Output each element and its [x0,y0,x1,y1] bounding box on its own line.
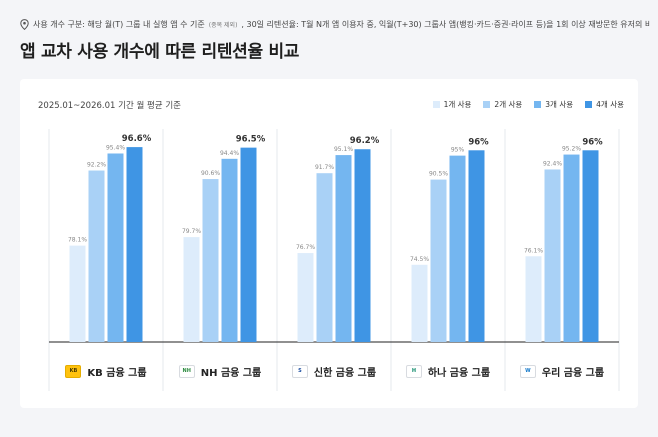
bar [525,256,542,342]
bar [430,179,447,342]
category-name: NH 금융 그룹 [200,367,262,379]
bar [297,253,314,342]
legend-label: 1개 사용 [443,100,472,109]
bar [202,179,219,342]
data-label: 79.7% [182,228,201,235]
data-label: 92.4% [543,160,562,167]
bar [126,147,143,342]
legend-label: 4개 사용 [596,100,624,109]
data-label: 74.5% [410,256,429,263]
bar [221,158,238,342]
data-label: 76.1% [524,247,543,254]
legend-swatch [432,101,440,108]
chart-card: 2025.01~2026.01 기간 월 평균 기준 1개 사용 2개 사용 3… [20,79,638,408]
note-main: 사용 개수 구분: 해당 월(T) 그룹 내 실행 앱 수 기준 [33,20,205,29]
bar [411,264,428,342]
bar [468,150,485,342]
category-label: W 우리 금융 그룹 [505,351,619,391]
category-name: 우리 금융 그룹 [541,367,605,379]
legend: 1개 사용 2개 사용 3개 사용 4개 사용 [432,99,624,110]
data-label: 95% [451,147,465,154]
data-label: 92.2% [87,162,106,169]
category-name: KB 금융 그룹 [87,367,147,379]
nh-logo-icon: NH [178,364,195,378]
legend-swatch [585,101,593,108]
data-label: 76.7% [296,244,315,251]
data-label: 96.2% [350,136,380,146]
data-label: 95.1% [334,146,353,153]
category-name: 하나 금융 그룹 [427,367,491,379]
bar [582,150,599,342]
bar [107,153,124,342]
bar [316,173,333,342]
legend-item: 3개 사용 [534,99,573,110]
data-label: 96.6% [122,134,152,144]
hana-logo-icon: H [405,364,422,378]
legend-item: 4개 사용 [585,99,624,110]
category-label: KB KB 금융 그룹 [49,351,163,391]
data-label: 96% [468,137,489,147]
note-rest: , 30일 리텐션율: T월 N개 앱 이용자 중, 익월(T+30) 그룹사 … [241,20,650,29]
legend-swatch [534,101,542,108]
bar [88,170,105,342]
data-label: 90.6% [201,170,220,177]
bar [544,169,561,342]
chart-note: 사용 개수 구분: 해당 월(T) 그룹 내 실행 앱 수 기준 (중복 제외)… [20,19,650,30]
data-label: 78.1% [68,237,87,244]
legend-label: 3개 사용 [545,100,574,109]
data-label: 91.7% [315,164,334,171]
category-label: H 하나 금융 그룹 [391,351,505,391]
data-label: 94.4% [220,150,239,157]
kb-logo-icon: KB [65,364,82,378]
woori-logo-icon: W [519,364,536,378]
page-title: 앱 교차 사용 개수에 따른 리텐션율 비교 [20,42,300,62]
category-label: NH NH 금융 그룹 [163,351,277,391]
category-name: 신한 금융 그룹 [313,367,377,379]
bar-chart: 78.1% 92.2% 95.4%96.6% 79.7% 90.6% 94.4% 96.5%… [48,129,620,391]
data-label: 95.4% [106,144,125,151]
note-small: (중복 제외) [208,22,238,29]
data-label: 95.2% [562,146,581,153]
category-labels: KB KB 금융 그룹 NH NH 금융 그룹 S 신한 금융 그룹 H 하나 … [49,351,619,391]
data-label: 96.5% [236,135,266,145]
period-label: 2025.01~2026.01 기간 월 평균 기준 [38,101,181,111]
bar [183,237,200,342]
legend-item: 1개 사용 [432,99,472,110]
bar [69,245,86,342]
shinhan-logo-icon: S [291,364,308,378]
data-label: 90.5% [429,171,448,178]
data-label: 96% [582,137,603,147]
bar [563,154,580,342]
bar [449,155,466,342]
legend-swatch [483,101,491,108]
bar [240,147,257,342]
legend-label: 2개 사용 [494,100,523,109]
category-label: S 신한 금융 그룹 [277,351,391,391]
bar [354,149,371,342]
legend-item: 2개 사용 [483,99,522,110]
bar [335,155,352,342]
location-pin-icon [20,19,29,30]
